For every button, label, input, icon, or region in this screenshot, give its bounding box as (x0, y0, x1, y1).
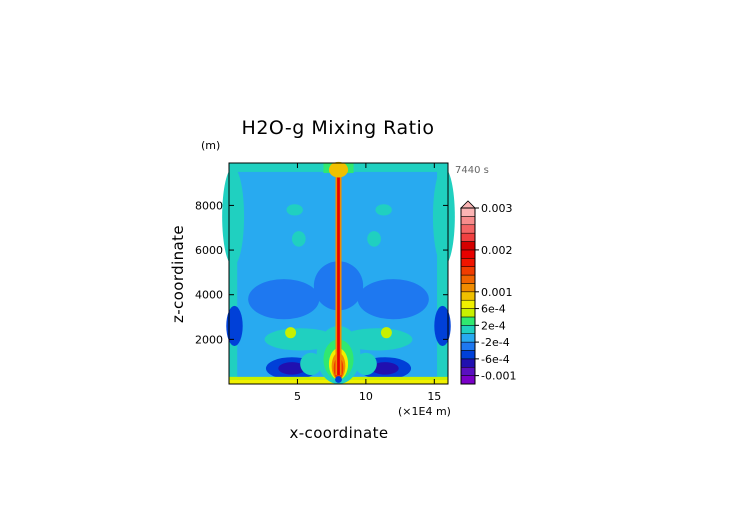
right-low-core (371, 362, 399, 375)
colorbar-swatch-14 (460, 258, 476, 267)
colorbar-swatch-4 (460, 341, 476, 351)
colorbar-swatch-11 (460, 283, 476, 293)
y-tick-label-3: 8000 (195, 199, 223, 212)
x-unit-label: (×1E4 m) (398, 405, 451, 418)
colorbar-swatch-12 (460, 274, 476, 284)
colorbar-swatch-19 (460, 216, 476, 226)
left-edge-lobe (222, 167, 245, 266)
colorbar-swatch-15 (460, 249, 476, 259)
mid-left-cyan (291, 231, 306, 247)
colorbar-swatch-9 (460, 299, 476, 309)
colorbar-label-6: -6e-4 (481, 353, 510, 366)
right-edge-band (437, 163, 448, 384)
colorbar-label-5: -2e-4 (481, 336, 510, 349)
colorbar-swatch-1 (460, 366, 476, 376)
left-edge-band (229, 163, 238, 384)
right-edge-lobe (432, 167, 455, 266)
colorbar-label-4: 2e-4 (481, 319, 506, 332)
y-tick-label-0: 2000 (195, 333, 223, 346)
colorbar-swatch-3 (460, 350, 476, 360)
x-tick-label-0: 5 (294, 390, 301, 403)
left-dark-lobe (248, 279, 320, 320)
colorbar-label-3: 6e-4 (481, 303, 506, 316)
plot-frame (228, 162, 449, 385)
colorbar-swatch-17 (460, 232, 476, 242)
y-unit-label: (m) (201, 139, 220, 152)
right-edge-dark (434, 305, 451, 347)
colorbar-swatch-7 (460, 316, 476, 326)
y-tick-label-2: 6000 (195, 244, 223, 257)
colorbar-swatch-8 (460, 308, 476, 318)
plot-area: 5 10 15 2000 4000 6000 8000 (195, 161, 455, 403)
right-dark-lobe (357, 279, 429, 320)
colorbar-swatch-13 (460, 266, 476, 276)
colorbar-swatch-18 (460, 224, 476, 234)
chart-title: H2O-g Mixing Ratio (242, 117, 435, 139)
upper-right-cyan (375, 204, 392, 216)
x-axis-ticks: 5 10 15 (294, 163, 441, 403)
base-blue-dot (335, 376, 342, 383)
right-arm-lime (380, 327, 392, 339)
colorbar-extend-arrow (460, 200, 476, 209)
colorbar-frame (460, 207, 476, 385)
colorbar-swatch-5 (460, 333, 476, 343)
left-low-core (278, 362, 306, 375)
colorbar: 0.003 0.002 0.001 6e-4 2e-4 -2e-4 -6e-4 -0.001 (460, 200, 516, 385)
column-top-flare (328, 161, 349, 178)
right-low-green (354, 352, 377, 376)
left-edge-dark (226, 305, 243, 347)
mid-right-cyan (367, 231, 381, 247)
y-axis-ticks: 2000 4000 6000 8000 (195, 199, 448, 346)
colorbar-swatch-6 (460, 325, 476, 334)
left-arm-lime (285, 327, 297, 339)
x-tick-label-1: 10 (359, 390, 373, 403)
colorbar-swatch-16 (460, 241, 476, 251)
column-inner (337, 171, 340, 376)
upper-left-cyan (286, 204, 303, 216)
x-tick-label-2: 15 (427, 390, 441, 403)
colorbar-swatch-2 (460, 358, 476, 368)
y-tick-label-1: 4000 (195, 289, 223, 302)
colorbar-swatch-10 (460, 291, 476, 301)
colorbar-swatch-20 (460, 207, 476, 217)
x-axis-label: x-coordinate (289, 424, 388, 442)
contour-field (222, 161, 455, 384)
y-axis-label: z-coordinate (169, 225, 187, 323)
colorbar-label-7: -0.001 (481, 370, 516, 383)
left-low-green (300, 352, 323, 376)
colorbar-label-2: 0.001 (481, 286, 513, 299)
colorbar-label-1: 0.002 (481, 244, 513, 257)
colorbar-label-0: 0.003 (481, 202, 513, 215)
time-label: 7440 s (455, 165, 489, 176)
colorbar-swatch-0 (460, 375, 476, 385)
